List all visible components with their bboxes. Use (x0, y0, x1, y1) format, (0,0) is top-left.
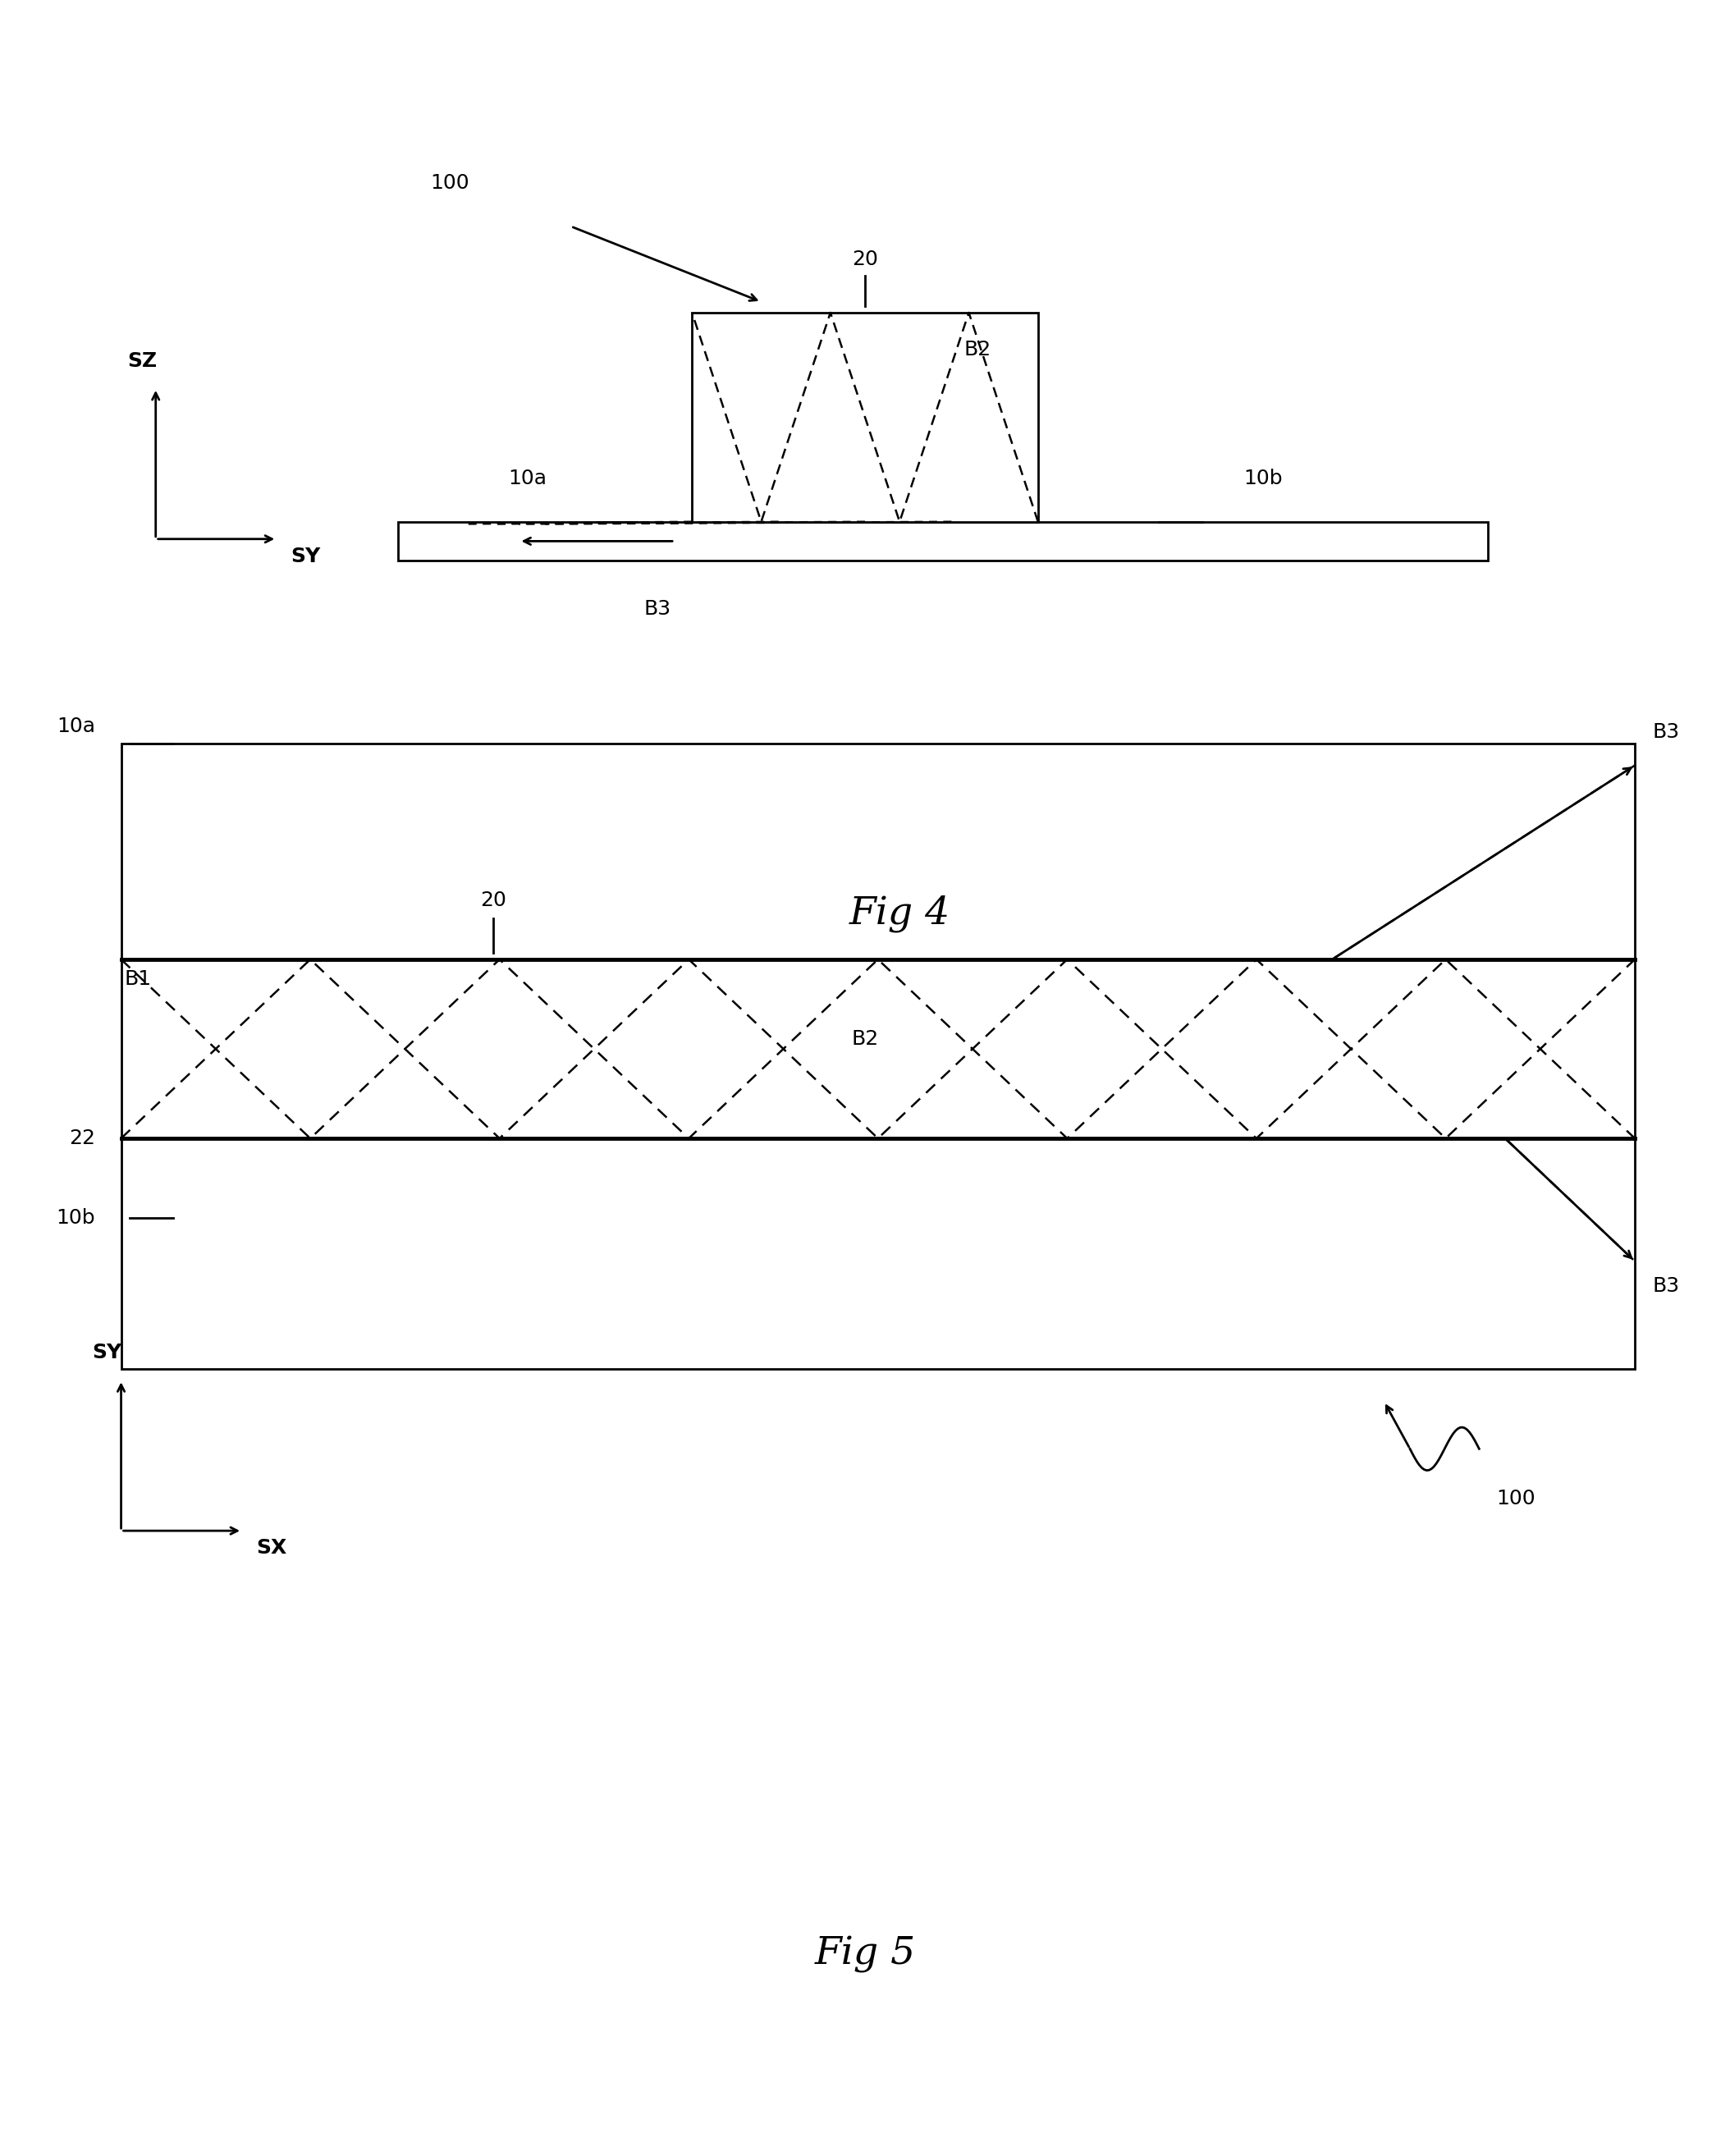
Text: 10a: 10a (57, 716, 95, 737)
Bar (692, 313, 1038, 522)
Text: Fig 5: Fig 5 (815, 1936, 915, 1973)
Text: B3: B3 (1652, 722, 1680, 742)
Bar (398, 522, 1488, 561)
Text: 100: 100 (431, 172, 469, 194)
Text: SX: SX (256, 1537, 287, 1559)
Text: 10b: 10b (55, 1207, 95, 1229)
Text: B2: B2 (964, 338, 991, 360)
Text: 20: 20 (851, 250, 879, 270)
Text: SY: SY (92, 1343, 123, 1363)
Text: SZ: SZ (126, 351, 157, 371)
Text: B2: B2 (851, 1028, 879, 1050)
Text: B3: B3 (1652, 1276, 1680, 1296)
Text: Fig 4: Fig 4 (849, 895, 950, 931)
Text: B1: B1 (125, 968, 152, 990)
Text: 10b: 10b (1244, 468, 1282, 489)
Text: 10a: 10a (509, 468, 547, 489)
Text: 22: 22 (69, 1128, 95, 1149)
Text: SY: SY (291, 545, 320, 567)
Text: 100: 100 (1496, 1488, 1536, 1509)
Bar (121, 744, 1635, 1369)
Text: 20: 20 (479, 890, 507, 910)
Text: B3: B3 (644, 599, 671, 619)
